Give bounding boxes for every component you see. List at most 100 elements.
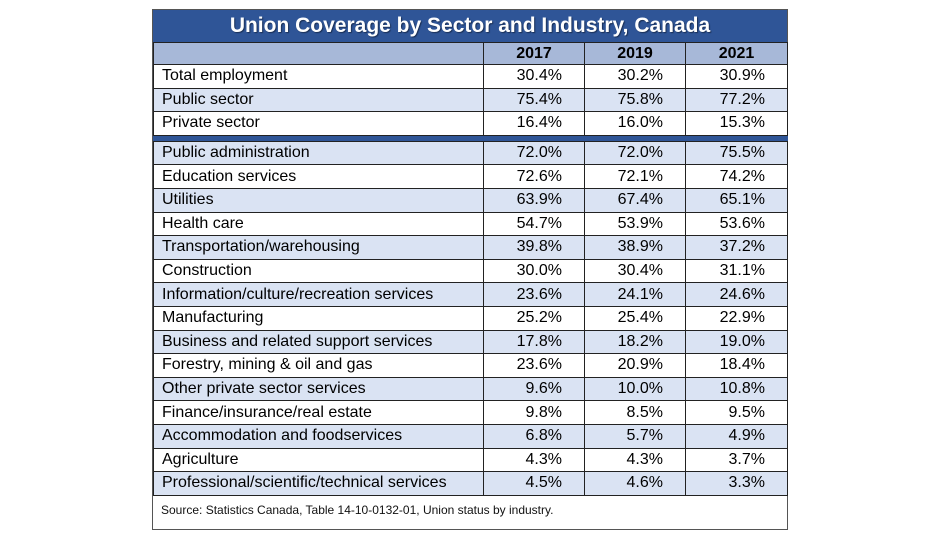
cell-2021: 65.1% — [685, 187, 788, 213]
cell-2017: 30.4% — [483, 64, 585, 89]
cell-2017: 9.6% — [483, 376, 585, 402]
cell-2019: 4.6% — [584, 471, 686, 496]
cell-2017: 17.8% — [483, 329, 585, 355]
cell-2019: 53.9% — [584, 211, 686, 237]
cell-2019: 30.4% — [584, 258, 686, 284]
cell-2021: 30.9% — [685, 64, 788, 89]
table-row: Information/culture/recreation services 2… — [153, 282, 788, 307]
cell-2017: 54.7% — [483, 211, 585, 237]
section-divider-bar — [153, 134, 788, 142]
row-label: Other private sector services — [153, 376, 484, 402]
row-label: Finance/insurance/real estate — [153, 400, 484, 425]
cell-2021: 3.3% — [685, 471, 788, 496]
table-row: Transportation/warehousing 39.8% 38.9% 37.2… — [153, 235, 788, 260]
cell-2019: 38.9% — [584, 235, 686, 260]
header-blank — [153, 42, 484, 65]
cell-2019: 67.4% — [584, 187, 686, 213]
cell-2021: 31.1% — [685, 258, 788, 284]
cell-2017: 72.0% — [483, 140, 585, 166]
cell-2021: 74.2% — [685, 164, 788, 189]
table-frame: Union Coverage by Sector and Industry, C… — [152, 9, 788, 530]
cell-2021: 15.3% — [685, 111, 788, 136]
cell-2021: 77.2% — [685, 87, 788, 113]
cell-2017: 72.6% — [483, 164, 585, 189]
table-row: Agriculture 4.3% 4.3% 3.7% — [153, 447, 788, 473]
table-row: Manufacturing 25.2% 25.4% 22.9% — [153, 305, 788, 331]
table-row: Professional/scientific/technical servic… — [153, 471, 788, 496]
cell-2017: 23.6% — [483, 282, 585, 307]
table-row: Total employment 30.4% 30.2% 30.9% — [153, 64, 788, 89]
cell-2021: 75.5% — [685, 140, 788, 166]
cell-2021: 10.8% — [685, 376, 788, 402]
source-note: Source: Statistics Canada, Table 14-10-0… — [161, 503, 554, 517]
cell-2019: 25.4% — [584, 305, 686, 331]
table-row: Education services 72.6% 72.1% 74.2% — [153, 164, 788, 189]
row-label: Forestry, mining & oil and gas — [153, 353, 484, 378]
cell-2017: 75.4% — [483, 87, 585, 113]
cell-2017: 16.4% — [483, 111, 585, 136]
row-label: Public administration — [153, 140, 484, 166]
cell-2021: 18.4% — [685, 353, 788, 378]
cell-2019: 16.0% — [584, 111, 686, 136]
row-label: Private sector — [153, 111, 484, 136]
cell-2019: 8.5% — [584, 400, 686, 425]
cell-2017: 6.8% — [483, 423, 585, 449]
cell-2019: 30.2% — [584, 64, 686, 89]
cell-2019: 72.1% — [584, 164, 686, 189]
cell-2019: 75.8% — [584, 87, 686, 113]
row-label: Education services — [153, 164, 484, 189]
cell-2017: 4.3% — [483, 447, 585, 473]
cell-2017: 4.5% — [483, 471, 585, 496]
table-row: Public administration 72.0% 72.0% 75.5% — [153, 140, 788, 166]
row-label: Manufacturing — [153, 305, 484, 331]
table-body: Total employment 30.4% 30.2% 30.9% Public se… — [153, 64, 788, 496]
union-coverage-table: 2017 2019 2021 Total employment 30.4% 30.2… — [153, 42, 788, 496]
cell-2017: 39.8% — [483, 235, 585, 260]
cell-2019: 18.2% — [584, 329, 686, 355]
cell-2017: 30.0% — [483, 258, 585, 284]
cell-2021: 22.9% — [685, 305, 788, 331]
cell-2021: 9.5% — [685, 400, 788, 425]
row-label: Professional/scientific/technical servic… — [153, 471, 484, 496]
table-row: Other private sector services 9.6% 10.0% 10… — [153, 376, 788, 402]
row-label: Information/culture/recreation services — [153, 282, 484, 307]
row-label: Public sector — [153, 87, 484, 113]
cell-2019: 10.0% — [584, 376, 686, 402]
cell-2019: 5.7% — [584, 423, 686, 449]
header-2017: 2017 — [483, 42, 585, 65]
table-row: Finance/insurance/real estate 9.8% 8.5% 9.5… — [153, 400, 788, 425]
table-row: Forestry, mining & oil and gas 23.6% 20.9%… — [153, 353, 788, 378]
chart-title: Union Coverage by Sector and Industry, C… — [153, 10, 787, 42]
cell-2021: 24.6% — [685, 282, 788, 307]
header-row: 2017 2019 2021 — [153, 42, 788, 65]
row-label: Health care — [153, 211, 484, 237]
section-divider — [153, 134, 788, 142]
cell-2021: 3.7% — [685, 447, 788, 473]
cell-2019: 20.9% — [584, 353, 686, 378]
table-row: Utilities 63.9% 67.4% 65.1% — [153, 187, 788, 213]
row-label: Agriculture — [153, 447, 484, 473]
row-label: Construction — [153, 258, 484, 284]
table-row: Construction 30.0% 30.4% 31.1% — [153, 258, 788, 284]
row-label: Business and related support services — [153, 329, 484, 355]
table-row: Accommodation and foodservices 6.8% 5.7% 4.… — [153, 423, 788, 449]
cell-2017: 23.6% — [483, 353, 585, 378]
table-row: Public sector 75.4% 75.8% 77.2% — [153, 87, 788, 113]
row-label: Accommodation and foodservices — [153, 423, 484, 449]
cell-2019: 72.0% — [584, 140, 686, 166]
cell-2019: 24.1% — [584, 282, 686, 307]
cell-2017: 63.9% — [483, 187, 585, 213]
cell-2021: 19.0% — [685, 329, 788, 355]
row-label: Transportation/warehousing — [153, 235, 484, 260]
row-label: Total employment — [153, 64, 484, 89]
cell-2017: 9.8% — [483, 400, 585, 425]
cell-2021: 4.9% — [685, 423, 788, 449]
cell-2019: 4.3% — [584, 447, 686, 473]
table-row: Business and related support services 17.… — [153, 329, 788, 355]
table-row: Private sector 16.4% 16.0% 15.3% — [153, 111, 788, 136]
cell-2017: 25.2% — [483, 305, 585, 331]
table-row: Health care 54.7% 53.9% 53.6% — [153, 211, 788, 237]
header-2019: 2019 — [584, 42, 686, 65]
cell-2021: 37.2% — [685, 235, 788, 260]
cell-2021: 53.6% — [685, 211, 788, 237]
